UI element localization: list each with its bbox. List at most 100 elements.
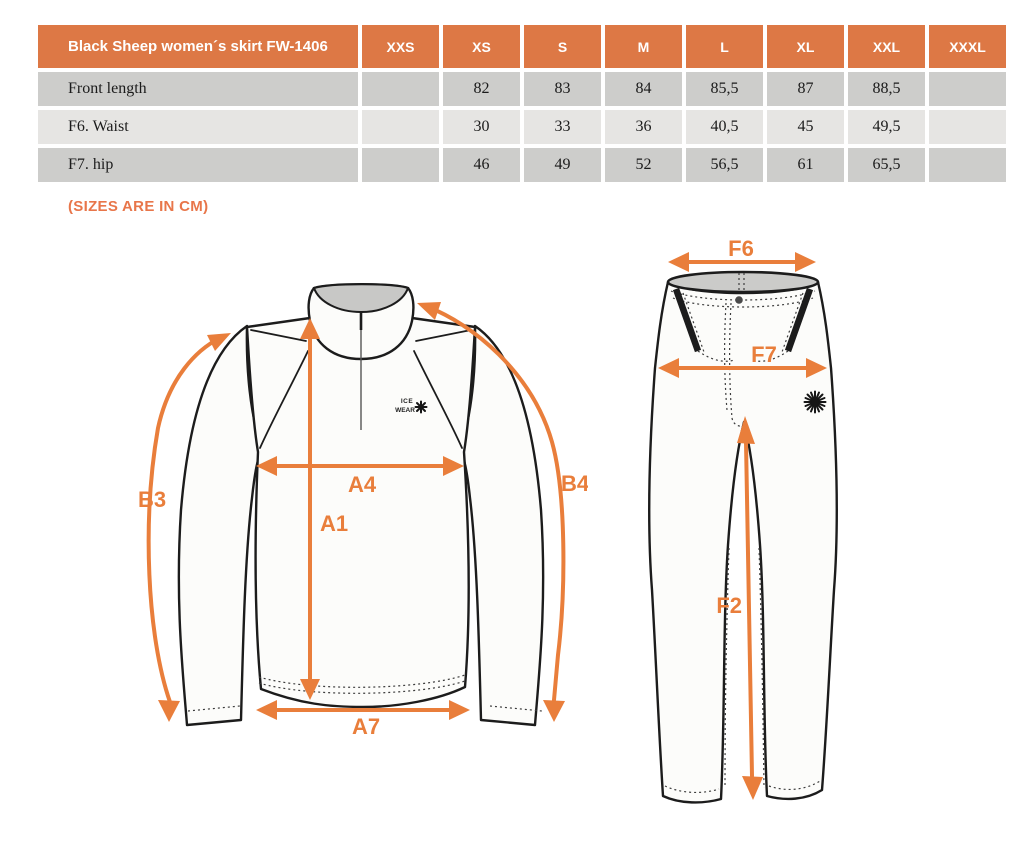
size-cell: 45 (767, 110, 844, 144)
arrowhead (737, 416, 755, 444)
size-cell (362, 148, 439, 182)
pocket-bag-stitch (697, 350, 735, 362)
size-cell: 65,5 (848, 148, 925, 182)
arrowhead (443, 456, 464, 476)
waistband-top (666, 270, 820, 294)
arrowhead (658, 358, 679, 378)
shirt-left-sleeve (177, 324, 264, 727)
row-label: F6. Waist (38, 110, 358, 144)
label-b3: B3 (138, 487, 166, 512)
snowflake-icon (803, 390, 827, 414)
size-cell: 83 (524, 72, 601, 106)
size-col-xl: XL (767, 25, 844, 68)
waist-button (735, 296, 743, 304)
size-cell: 85,5 (686, 72, 763, 106)
row-label: Front length (38, 72, 358, 106)
size-cell: 61 (767, 148, 844, 182)
size-cell: 49,5 (848, 110, 925, 144)
size-col-xxs: XXS (362, 25, 439, 68)
arrow-f2 (744, 440, 754, 778)
arrowhead (256, 456, 277, 476)
size-cell: 52 (605, 148, 682, 182)
label-a4: A4 (348, 472, 377, 497)
size-col-xxxl: XXXL (929, 25, 1006, 68)
size-cell: 49 (524, 148, 601, 182)
pocket-stitch (682, 292, 705, 353)
pants-diagram: F6 F7 F2 (647, 236, 839, 804)
shirt-right-sleeve (458, 324, 545, 727)
left-pocket (672, 287, 702, 353)
hem-stitch (664, 785, 720, 793)
snowflake-icon (414, 400, 428, 414)
arrowhead (543, 700, 565, 722)
arrowhead (158, 700, 180, 722)
brand-logo-text: WEAR (395, 407, 415, 414)
table-title: Black Sheep women´s skirt FW-1406 (38, 25, 358, 68)
size-cell: 56,5 (686, 148, 763, 182)
size-cell: 87 (767, 72, 844, 106)
size-cell (929, 148, 1006, 182)
collar-inside (312, 283, 410, 314)
size-cell: 46 (443, 148, 520, 182)
size-cell: 33 (524, 110, 601, 144)
arrowhead (256, 700, 277, 720)
arrowhead (806, 358, 827, 378)
size-cell: 88,5 (848, 72, 925, 106)
waistband-stitch (672, 297, 814, 308)
shoulder-seam (415, 329, 472, 342)
arrowhead (300, 318, 320, 339)
arrowhead (668, 252, 689, 272)
label-f6: F6 (728, 236, 754, 261)
sizes-note: (SIZES ARE IN CM) (68, 198, 209, 215)
hem-stitch (258, 674, 466, 688)
label-f7: F7 (751, 342, 777, 367)
raglan-seam (259, 350, 309, 449)
arrowhead (207, 333, 231, 351)
size-cell (929, 110, 1006, 144)
shoulder-seam (250, 329, 307, 342)
table-row-waist: F6. Waist 30 33 36 40,5 45 49,5 (38, 110, 1006, 144)
size-cell (929, 72, 1006, 106)
pocket-bag-stitch (751, 350, 789, 362)
fly-stitch (731, 417, 744, 427)
size-col-s: S (524, 25, 601, 68)
table-row-front-length: Front length 82 83 84 85,5 87 88,5 (38, 72, 1006, 106)
arrowhead (742, 776, 763, 800)
label-f2: F2 (716, 593, 742, 618)
size-cell (362, 110, 439, 144)
size-table: Black Sheep women´s skirt FW-1406 XXS XS… (34, 21, 1010, 186)
pants-body (647, 280, 839, 804)
table-header-row: Black Sheep women´s skirt FW-1406 XXS XS… (38, 25, 1006, 68)
size-col-xs: XS (443, 25, 520, 68)
size-cell: 84 (605, 72, 682, 106)
shirt-torso (245, 316, 477, 709)
size-cell: 36 (605, 110, 682, 144)
arrowhead (417, 302, 441, 320)
cuff-stitch (489, 705, 543, 712)
size-cell: 30 (443, 110, 520, 144)
arrowhead (449, 700, 470, 720)
row-label: F7. hip (38, 148, 358, 182)
table-row-hip: F7. hip 46 49 52 56,5 61 65,5 (38, 148, 1006, 182)
label-a1: A1 (320, 511, 348, 536)
label-b4: B4 (561, 471, 588, 496)
cuff-stitch (187, 705, 241, 712)
size-col-xxl: XXL (848, 25, 925, 68)
pocket-stitch (781, 292, 804, 353)
arrowhead (300, 679, 320, 700)
hem-stitch (768, 780, 821, 791)
arrowhead (795, 252, 816, 272)
size-cell: 82 (443, 72, 520, 106)
size-cell (362, 72, 439, 106)
fly-stitch (724, 302, 728, 411)
label-a7: A7 (352, 714, 380, 739)
right-pocket (784, 287, 814, 353)
raglan-seam (413, 350, 463, 449)
hem-stitch (258, 680, 466, 694)
size-col-l: L (686, 25, 763, 68)
brand-logo-text: ICE (401, 398, 414, 405)
shirt-diagram: ICE WEAR B3 B4 A4 A1 A7 (138, 283, 588, 739)
arrow-b4 (426, 305, 566, 702)
size-col-m: M (605, 25, 682, 68)
